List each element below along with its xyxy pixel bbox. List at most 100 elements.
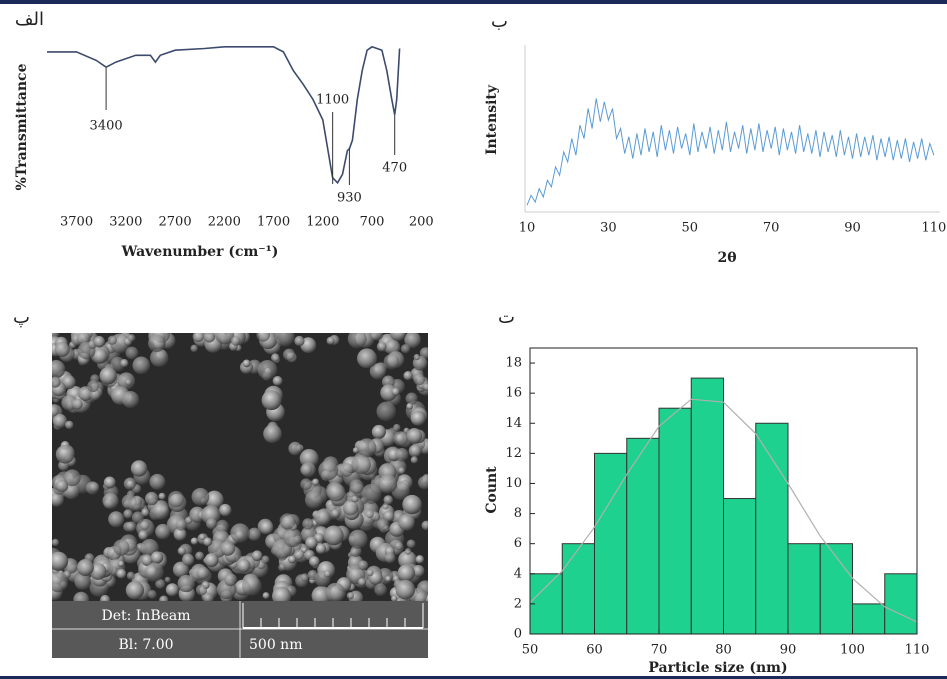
sem-grain	[415, 555, 425, 564]
bar	[852, 603, 886, 635]
x-tick-label: 2700	[159, 215, 192, 230]
bar	[690, 377, 724, 635]
sem-grain	[357, 438, 377, 458]
sem-grains	[52, 333, 428, 601]
sem-grain	[204, 553, 219, 568]
sem-grain	[127, 334, 136, 342]
x-tick-label: 110	[905, 643, 930, 658]
y-axis-label: Intensity	[484, 84, 500, 155]
sem-grain	[323, 570, 332, 578]
x-tick-label: 3200	[109, 215, 142, 230]
sem-grain	[147, 589, 157, 600]
x-tick-label: 100	[840, 643, 865, 658]
sem-grain	[191, 487, 210, 506]
sem-grain	[182, 553, 195, 566]
sem-grain	[404, 548, 412, 555]
bar	[529, 573, 563, 635]
sem-grain	[126, 521, 137, 532]
sem-grain	[288, 555, 297, 564]
annotation: 1100	[316, 93, 349, 108]
scale-label: 500 nm	[249, 637, 302, 653]
sem-grain	[384, 339, 401, 355]
sem-grain	[87, 380, 100, 393]
sem-grain	[172, 561, 189, 578]
sem-grain	[237, 559, 251, 573]
sem-grain	[125, 346, 139, 360]
panel-label: الف	[15, 9, 44, 30]
sem-grain	[272, 586, 292, 601]
sem-grain	[177, 574, 195, 593]
sem-grain	[190, 344, 198, 353]
sem-grain	[88, 482, 100, 493]
sem-grain	[55, 444, 75, 464]
sem-grain	[314, 509, 331, 526]
sem-grain	[127, 497, 142, 512]
sem-grain	[326, 483, 346, 502]
sem-grain	[311, 478, 320, 486]
sem-grain	[203, 537, 213, 547]
y-tick-label: 14	[505, 416, 522, 431]
sem-grain	[120, 359, 129, 368]
sem-grain	[52, 572, 69, 593]
sem-grain	[406, 428, 423, 444]
sem-grain	[230, 336, 241, 346]
sem-grain	[149, 473, 166, 490]
panel-label: ت	[498, 307, 515, 328]
x-tick-label: 70	[651, 643, 668, 658]
sem-grain	[304, 490, 323, 509]
sem-grain	[73, 591, 90, 601]
y-tick-label: 12	[505, 446, 522, 461]
sem-grain	[391, 595, 398, 601]
sem-grain	[398, 514, 415, 531]
sem-grain	[242, 576, 262, 596]
x-tick-label: 3700	[60, 215, 93, 230]
y-tick-label: 4	[514, 566, 522, 581]
sem-grain	[93, 336, 105, 348]
sem-grain	[177, 546, 186, 556]
sem-grain	[64, 420, 74, 430]
y-tick-label: 18	[505, 356, 522, 371]
bar	[561, 543, 595, 635]
y-axis-label: %Transmittance	[14, 63, 30, 190]
sem-grain	[271, 353, 280, 362]
sem-grain	[52, 404, 59, 417]
sem-grain	[417, 475, 428, 490]
sem-grain	[138, 530, 149, 541]
sem-grain	[116, 568, 127, 579]
sem-grain	[403, 371, 413, 381]
annotation: 930	[337, 191, 362, 206]
x-axis-label: Particle size (nm)	[648, 660, 787, 676]
sem-grain	[413, 373, 426, 386]
y-tick-label: 2	[514, 596, 522, 611]
bottom-bar	[0, 676, 947, 679]
x-tick-label: 90	[844, 221, 861, 236]
sem-grain	[272, 375, 283, 386]
sem-grain	[376, 401, 397, 422]
sem-grain	[173, 527, 187, 541]
top-bar	[0, 0, 947, 4]
x-tick-label: 1200	[306, 215, 339, 230]
sem-grain	[122, 391, 140, 409]
sem-grain	[230, 523, 250, 543]
sem-grain	[309, 556, 320, 567]
sem-grain	[406, 539, 416, 549]
sem-grain	[405, 392, 418, 405]
bar	[787, 543, 821, 635]
x-tick-label: 1700	[257, 215, 290, 230]
sem-grain	[294, 335, 305, 347]
x-tick-label: 700	[360, 215, 385, 230]
sem-grain	[141, 554, 153, 566]
sem-grain	[224, 573, 238, 587]
sem-grain	[275, 333, 295, 347]
sem-grain	[215, 519, 229, 533]
bar	[819, 543, 853, 635]
sem-grain	[393, 423, 401, 432]
sem-grain	[125, 379, 132, 386]
sem-grain	[63, 469, 81, 487]
sem-grain	[123, 477, 137, 490]
sem-grain	[413, 353, 420, 361]
x-tick-label: 70	[763, 221, 780, 236]
sem-grain	[385, 575, 392, 582]
sem-grain	[410, 456, 418, 464]
